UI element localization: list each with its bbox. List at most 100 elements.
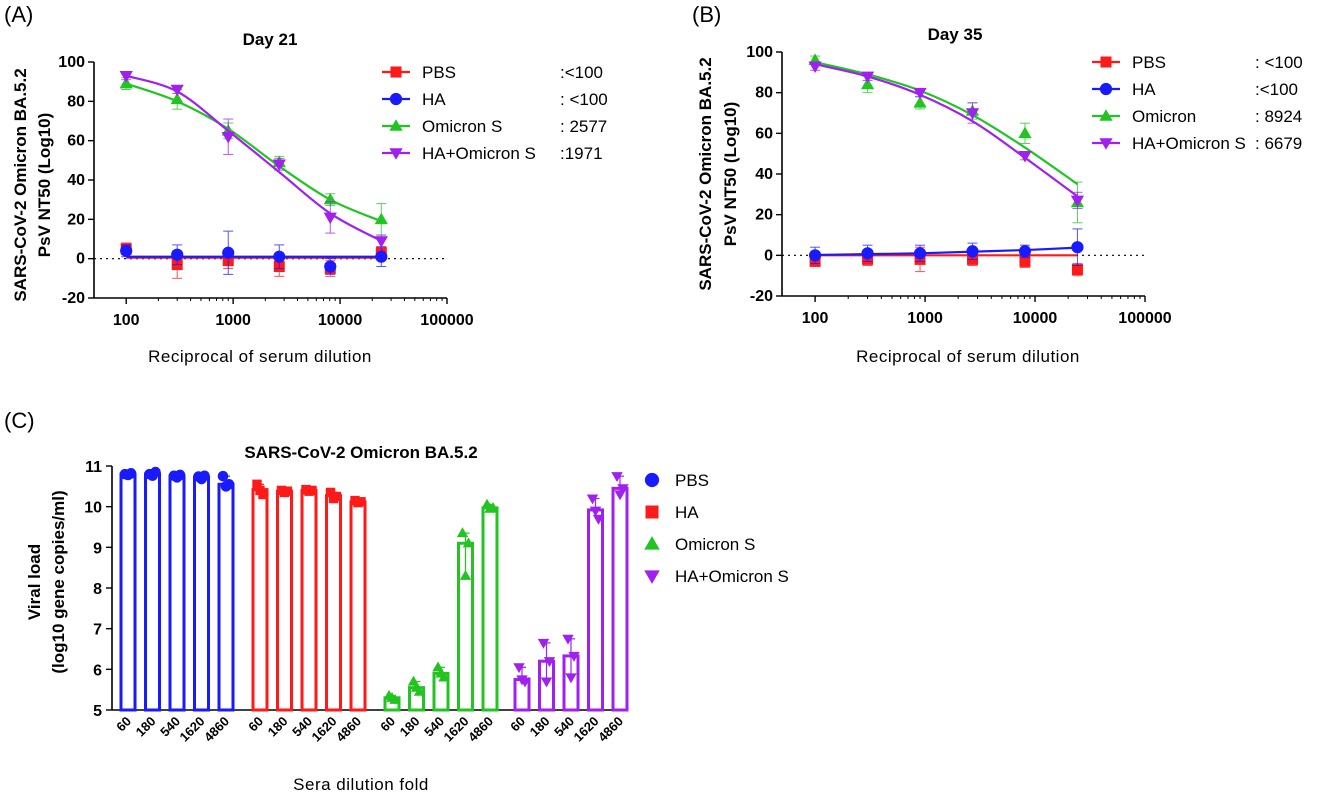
chart-b-legend-label: HA [1132,80,1156,99]
chart-b-data-point [913,96,927,108]
chart-c-data-point [617,484,629,495]
chart-b-y-tick-label: 60 [755,125,773,142]
chart-a-legend-value: : <100 [560,90,608,109]
chart-b-data-point [861,247,874,260]
chart-b-legend-value: : 8924 [1255,107,1302,126]
chart-a-title: Day 21 [243,30,298,49]
chart-c-data-point [150,466,161,478]
chart-a-data-point [119,71,133,83]
chart-a-legend-marker [389,148,403,160]
chart-a-legend-label: HA+Omicron S [422,144,536,163]
chart-b-data-point [965,108,980,120]
chart-c-data-point [562,634,574,645]
chart-c-y-tick-label: 7 [93,622,102,639]
chart-c-x-tick-label: 1620 [309,714,340,745]
chart-c-x-tick-label: 4860 [595,714,626,745]
chart-a-legend-label: PBS [422,63,456,82]
chart-c-y-tick-label: 10 [84,500,102,517]
chart-c-bar [276,489,293,712]
chart-c-data-point [389,694,401,704]
chart-c-data-point [592,514,605,525]
chart-b-y-tick-label: -20 [750,288,773,305]
chart-c-series-2 [383,498,499,712]
chart-b-legend-item: HA+Omicron S: 6679 [1092,134,1302,153]
chart-c-x-tick-label: 60 [113,714,134,735]
chart-b-y-tick-label: 0 [764,247,773,264]
chart-b-plot-area [808,53,1085,277]
chart-a-data-point [374,236,388,248]
chart-c-plot-area [119,466,629,712]
chart-c-data-point [282,486,293,496]
chart-b-data-point [1071,241,1084,254]
chart-c-x-tick-label: 180 [397,714,423,740]
chart-b-y-tick-label: 100 [746,44,773,61]
chart-c-x-tick-label: 180 [265,714,291,740]
chart-c-x-tick-label: 1620 [571,714,602,745]
chart-a-legend-item: Omicron S : 2577 [382,117,607,136]
chart-b-data-point [966,245,979,258]
chart-b-data-point [1018,126,1032,139]
chart-b-legend-marker [1099,109,1113,121]
chart-c-data-point [456,527,469,538]
chart-c-x-tick-label: 4860 [201,714,232,745]
chart-a-y-tick-label: 20 [67,211,85,228]
chart-c-ylabel-line1: Viral load [25,544,44,620]
chart-a-legend-marker [389,92,403,106]
chart-b-data-point [913,247,927,260]
chart-c-ylabel-line2: (log10 gene copies/ml) [49,490,68,673]
chart-b-legend: PBS: <100 HA:<100 Omicron: 8924 HA+Omicron … [1092,53,1303,153]
chart-c-y-tick-label: 6 [93,662,102,679]
chart-b-y-tick-label: 20 [755,207,773,224]
chart-a-fit-line [125,74,382,242]
chart-a-legend-item: HA : <100 [382,90,608,109]
chart-a-legend-label: HA [422,90,446,109]
chart-a-legend-item: HA+Omicron S :1971 [382,144,603,163]
chart-c-bar [168,474,186,712]
chart-c-data-point [568,651,580,662]
chart-a-y-tick-label: 60 [67,133,85,150]
chart-c-data-point [487,502,499,512]
chart-c-bar [217,482,235,712]
chart-c-data-point [459,569,472,580]
chart-b-axes: -20 0 20 40 60 80 100 100 1000 10000 100000 [746,44,1172,327]
chart-c-data-point [438,671,450,682]
chart-a-series-1 [120,230,388,275]
chart-c-data-point [125,468,137,479]
chart-c-x-tick-label: 60 [507,714,528,735]
chart-c-data-point [537,638,550,649]
chart-a-legend-label: Omicron S [422,117,502,136]
chart-b-x-tick-label: 1000 [907,310,943,327]
chart-b-legend-label: Omicron [1132,107,1196,126]
chart-c-bar [587,508,604,712]
chart-a-legend-value: : 2577 [560,117,607,136]
chart-c-x-tick-label: 60 [245,714,266,735]
chart-a-ylabel-line1: SARS-CoV-2 Omicron BA.5.2 [11,68,30,301]
chart-b-fit-line [815,246,1078,257]
chart-a-x-tick-label: 100000 [420,312,473,329]
chart-b-fit-line [814,61,1079,186]
chart-b-data-point [808,61,822,73]
chart-a-data-point [119,76,133,89]
chart-c-data-point [543,657,556,668]
chart-b-data-point [913,87,927,100]
chart-b-x-tick-label: 100000 [1118,310,1171,327]
chart-b-series-3 [808,61,1085,210]
chart-b-data-point [1018,245,1032,258]
chart-c-legend-marker [645,505,659,519]
chart-c-legend-marker [644,472,660,488]
chart-a-legend-value: :1971 [560,144,603,163]
chart-c-data-point [307,485,317,496]
chart-c-legend-label: HA+Omicron S [675,567,789,586]
chart-a-data-point [272,159,286,172]
chart-b-data-point [860,77,875,90]
chart-c-bar [144,472,161,712]
chart-b-legend-item: HA:<100 [1092,80,1298,99]
chart-a-xlabel: Reciprocal of serum dilution [148,347,372,366]
chart-b-y-tick-label: 40 [755,166,773,183]
chart-a-x-tick-label: 1000 [215,312,251,329]
chart-c-data-point [513,663,525,674]
chart-c-bar [251,488,269,712]
chart-b-y-tick-label: 80 [755,85,773,102]
chart-b-x-tick-label: 100 [802,310,829,327]
chart-a-series-3 [119,71,388,248]
